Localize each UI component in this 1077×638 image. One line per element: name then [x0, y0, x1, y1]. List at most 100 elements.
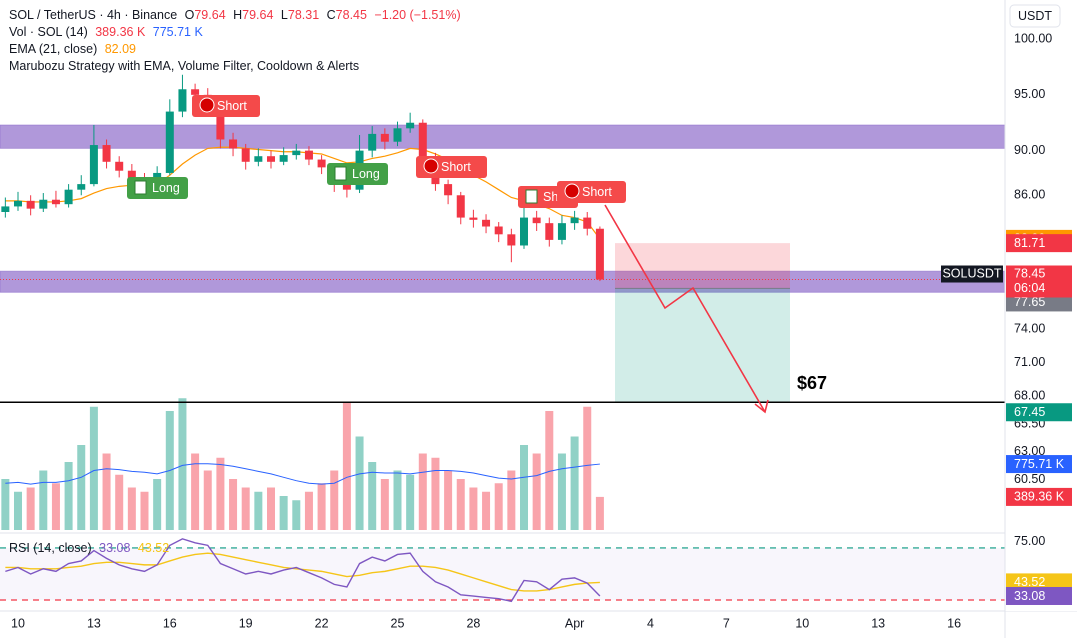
candle-body [304, 150, 313, 160]
volume-bar [178, 398, 187, 530]
volume-bar [77, 445, 86, 530]
volume-bar [418, 453, 427, 530]
candle-body [418, 122, 427, 157]
volume-bar [456, 479, 465, 530]
candle-body [241, 148, 250, 162]
volume-bar [570, 436, 579, 530]
candle-body [507, 234, 516, 246]
volume-bar [191, 453, 200, 530]
candle-body [456, 195, 465, 218]
ohlc-key: O [184, 8, 195, 22]
volume-bar [153, 479, 162, 530]
volume-bar [444, 470, 453, 530]
x-tick-label: 28 [466, 616, 480, 630]
signal-icon [334, 166, 347, 181]
volume-value: 389.36 K [95, 25, 146, 39]
volume-bar [431, 457, 440, 530]
candle-body [64, 189, 73, 205]
volume-label: 389.36 K [1014, 490, 1065, 504]
x-tick-label: 4 [647, 616, 654, 630]
signal-label: Long [327, 163, 388, 185]
volume-label-box [1006, 487, 1072, 506]
candle-body [583, 217, 592, 229]
x-tick-label: 16 [163, 616, 177, 630]
rsi-label: 33.08 [1014, 589, 1045, 603]
candle-body [216, 100, 225, 140]
signal-text: Short [582, 185, 612, 199]
volume-bar [469, 487, 478, 530]
ohlc-value: 78.31 [287, 8, 320, 22]
rsi-ma-label: 43.52 [1014, 575, 1045, 589]
candle-body [191, 89, 200, 95]
ohlc-key: C [326, 8, 336, 22]
candle-body [292, 150, 301, 156]
x-tick-label: 13 [871, 616, 885, 630]
y-tick-label: 71.00 [1014, 355, 1045, 369]
candle-body [89, 145, 98, 185]
zone [0, 270, 1006, 293]
volume-bar [342, 402, 351, 530]
y-tick-label: 60.50 [1014, 472, 1045, 486]
candle-body [393, 128, 402, 142]
ohlc-key: L [280, 8, 288, 22]
volume-bar [406, 474, 415, 530]
volume-bar [203, 470, 212, 530]
volume-bar [14, 491, 22, 530]
current-price-label: 78.45 [1014, 266, 1045, 280]
projection-arrow [604, 204, 766, 413]
signal-text: Short [217, 99, 247, 113]
volume-ma-label-box [1006, 455, 1072, 474]
legend-row: Marubozu Strategy with EMA, Volume Filte… [9, 58, 465, 75]
signal-icon [564, 183, 580, 199]
volume-bar [140, 491, 149, 530]
volume-bar [241, 487, 250, 530]
ohlc-value: 78.45 [335, 8, 367, 22]
volume-bar [254, 491, 263, 530]
signal-label: Short [192, 95, 260, 117]
volume-ma-label: 775.71 K [1014, 457, 1065, 471]
signal-icon [134, 180, 147, 195]
volume-name: Vol · SOL (14) [9, 25, 88, 39]
entry-price-label: 77.65 [1014, 295, 1045, 309]
volume-bar [64, 462, 73, 530]
rsi-band-fill [0, 547, 1005, 600]
stop-price-label-box [1006, 234, 1072, 253]
volume-bar [115, 474, 124, 530]
candle-body [267, 156, 275, 162]
target-annotation: $67 [797, 373, 827, 393]
x-tick-label: 16 [947, 616, 961, 630]
current-price-box [1006, 265, 1072, 298]
volume-bar [532, 453, 541, 530]
target-price-label-box [1006, 403, 1072, 422]
signal-label: Short [557, 181, 626, 203]
time-axis [0, 611, 1077, 638]
candle-body [165, 111, 174, 173]
change: −1.20 (−1.51%) [374, 8, 461, 22]
volume-bar [102, 453, 111, 530]
candle-body [39, 199, 48, 209]
candle-body [469, 217, 478, 220]
signal-label: Short [416, 156, 487, 178]
strategy-name: Marubozu Strategy with EMA, Volume Filte… [9, 59, 360, 73]
currency-box [1009, 4, 1061, 28]
signal-text: Long [152, 181, 180, 195]
volume-bar [229, 479, 238, 530]
candle-body [482, 219, 491, 227]
candle-body [570, 217, 579, 224]
countdown: 06:04 [1014, 281, 1045, 295]
x-tick-label: 10 [795, 616, 809, 630]
volume-bar [267, 487, 275, 530]
ohlc-value: 79.64 [242, 8, 274, 22]
target-price-label: 67.45 [1014, 405, 1045, 419]
candle-body [51, 199, 60, 205]
candle-body [368, 133, 377, 151]
volume-bar [494, 483, 503, 530]
y-tick-label: 68.00 [1014, 388, 1045, 402]
entry-price-label-box [1006, 293, 1072, 312]
y-tick-label: 90.00 [1014, 143, 1045, 157]
candle-body [406, 122, 415, 129]
volume-bar [39, 470, 48, 530]
volume-bar [545, 411, 554, 530]
y-tick-label: 95.00 [1014, 87, 1045, 101]
x-tick-label: 13 [87, 616, 101, 630]
